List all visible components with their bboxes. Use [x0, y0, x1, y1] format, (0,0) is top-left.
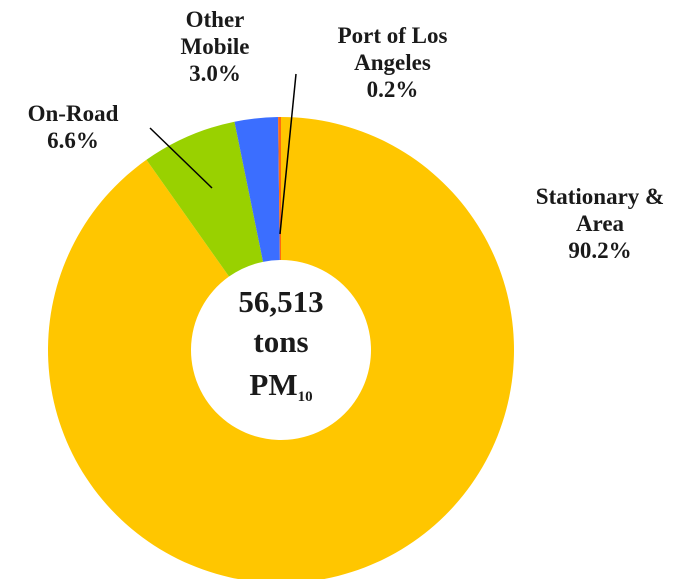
donut-slice: [146, 121, 264, 277]
slice-label: Other Mobile 3.0%: [160, 6, 270, 87]
center-total: 56,513: [238, 284, 324, 319]
slice-label: Stationary & Area 90.2%: [520, 183, 680, 264]
center-unit: tons: [253, 324, 309, 359]
slice-value: 90.2%: [568, 238, 632, 263]
slice-name: Other Mobile: [180, 7, 250, 59]
pollutant-subscript: 10: [297, 389, 313, 405]
slice-name: Port of Los Angeles: [337, 23, 448, 75]
slice-name: Stationary & Area: [535, 184, 665, 236]
slice-label: On-Road 6.6%: [8, 100, 138, 154]
slice-label: Port of Los Angeles 0.2%: [300, 22, 485, 103]
donut-slice: [48, 117, 514, 579]
slice-value: 0.2%: [366, 77, 419, 102]
slice-value: 6.6%: [47, 128, 99, 153]
center-pollutant: PM10: [181, 366, 381, 416]
leader-line: [279, 73, 297, 235]
leader-line: [149, 127, 213, 189]
donut-slice: [234, 117, 280, 262]
slice-name: On-Road: [27, 101, 119, 126]
pollutant: PM: [249, 367, 298, 402]
slice-value: 3.0%: [189, 61, 241, 86]
